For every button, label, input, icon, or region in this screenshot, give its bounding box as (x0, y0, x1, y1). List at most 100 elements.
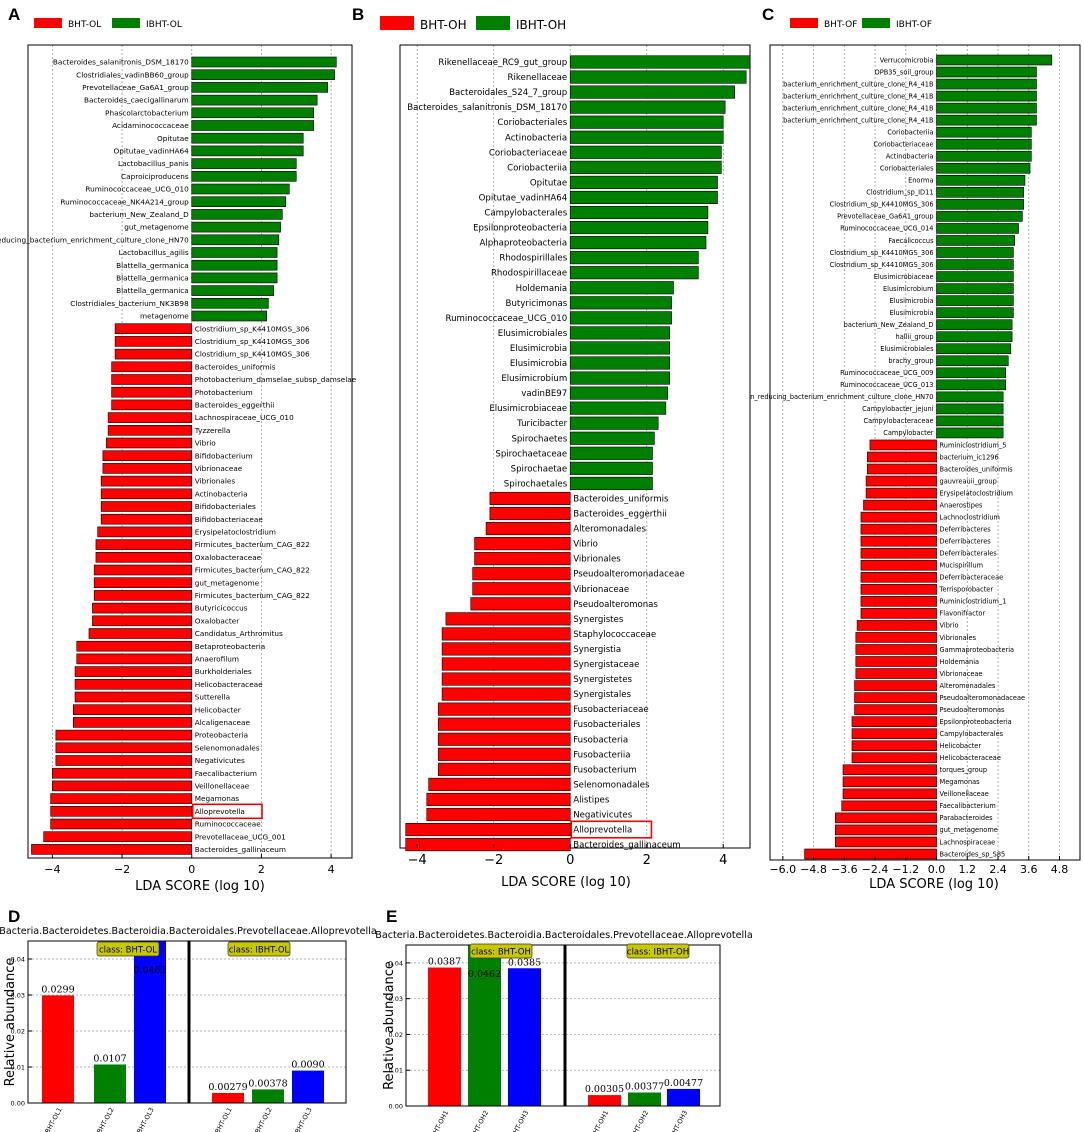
lda-bar (93, 564, 193, 576)
bar-label: Candidatus_Arthromitus (195, 629, 283, 638)
lda-bar (936, 247, 1014, 258)
lda-bar (472, 567, 571, 581)
bar-label: Elusimicrobia (890, 297, 934, 305)
bar-label: Synergistia (573, 645, 621, 655)
abundance-bar (94, 1064, 126, 1103)
bar-label: Vibrio (573, 540, 598, 550)
bar-label: Gammaproteobacteria (940, 646, 1015, 654)
x-tick-label: 0 (188, 863, 195, 876)
lda-bar (428, 777, 571, 791)
legend-swatch (790, 18, 818, 28)
lda-bar (936, 54, 1053, 66)
lda-bar (936, 319, 1013, 330)
lda-bar (835, 812, 937, 824)
lda-bar (569, 190, 718, 204)
bar-label: brachy_group (888, 357, 933, 365)
lda-bar (569, 221, 709, 235)
lda-bar (111, 386, 193, 398)
bar-label: bacterium_enrichment_culture_clone_R4_41… (783, 104, 934, 112)
lda-bar (936, 283, 1014, 294)
bar-label: Ruminiclostridium_5 (940, 441, 1007, 449)
bar-label: Bacteroides_eggerthii (573, 510, 667, 520)
lda-bar (936, 235, 1015, 246)
bar-label: Campylobacter (883, 429, 934, 437)
lda-bar (936, 415, 1004, 427)
bar-label: Ruminococcaceae_UCG_013 (840, 381, 933, 389)
lda-bar (191, 183, 290, 195)
lda-bar (441, 642, 571, 656)
bar-label: Bacteroides_uniformis (195, 362, 276, 371)
bar-label: Fusobacteriia (573, 750, 630, 760)
bar-label: Helicobacteraceae (195, 680, 263, 689)
lda-bar (855, 668, 937, 679)
panel-c-lda-chart: C BHT-OF IBHT-OF Verrucomicrobia OPB35_soil_… (750, 5, 1081, 892)
bar-label: Proteobacteria (195, 731, 248, 740)
lda-bar (102, 450, 193, 462)
bar-label: OPB35_soil_group (875, 68, 934, 76)
bar-label: Bacteroides_sp_S85 (940, 850, 1006, 858)
lda-bar (569, 386, 669, 400)
x-tick-label: 0.0 (928, 863, 946, 876)
bar-label: Vibrionales (573, 555, 621, 565)
lda-bar (841, 800, 937, 812)
lda-bar (191, 297, 269, 309)
lda-bar (437, 717, 571, 731)
abundance-bar (428, 967, 461, 1106)
bar-label: Helicobacteraceae (940, 754, 1001, 762)
bar-label: Ruminococcaceae_UCG_014 (840, 225, 933, 233)
bar-label: Clostridiales_vadinBB60_group (76, 70, 189, 79)
category-label: BHT-OH3 (509, 1109, 530, 1132)
legend-swatch (862, 18, 890, 28)
lda-bar (445, 612, 571, 626)
lda-bar (569, 341, 670, 355)
lda-bar (936, 379, 1007, 391)
abundance-bar (508, 968, 541, 1106)
bar-label: Actinobacteria (886, 153, 934, 161)
x-tick-label: 4 (719, 853, 727, 868)
bar-label: Alloprevotella (573, 826, 632, 836)
y-tick-label: 0.00 (11, 1100, 25, 1108)
lda-bar (569, 130, 724, 144)
bar-label: Opitutae (530, 178, 567, 188)
x-tick-label: 1.2 (959, 863, 977, 876)
lda-bar (191, 69, 335, 80)
bar-label: Clostridium_sp_K4410MGS_306 (195, 350, 310, 359)
lda-bar (569, 461, 653, 475)
lda-bar (50, 818, 193, 830)
lda-bar (936, 114, 1037, 126)
lda-bar (74, 691, 193, 703)
bar-label: Epsilonproteobacteria (473, 224, 567, 234)
value-label: 0.00378 (248, 1078, 287, 1089)
bar-label: torques_group (940, 766, 988, 774)
lda-bar (55, 729, 193, 741)
y-tick-label: 0.00 (389, 1103, 403, 1111)
x-tick-label: 4.8 (1051, 863, 1069, 876)
lda-bar (191, 272, 278, 284)
bar-label: Pseudoalteromonas (940, 706, 1006, 714)
lda-bar (107, 412, 193, 423)
bar-label: Spirochaetes (511, 434, 567, 444)
bar-label: Synergistales (573, 690, 631, 700)
category-label: BHT-OH1 (429, 1109, 450, 1132)
lda-bar (851, 716, 937, 727)
lda-bar (111, 374, 193, 385)
bar-label: Staphylococcaceae (573, 630, 656, 640)
bar-label: Alphaproteobacteria (480, 239, 568, 249)
bar-label: Mucispirillum (940, 562, 984, 570)
lda-bar (114, 336, 193, 347)
bar-label: Holdemania (940, 658, 980, 666)
y-tick-label: 0.01 (389, 1067, 403, 1075)
bar-label: Campylobacteraceae (863, 417, 933, 425)
bar-label: Veillonellaceae (940, 790, 989, 798)
x-tick-label: 2.4 (989, 863, 1007, 876)
category-label: BHT-OL3 (135, 1106, 155, 1132)
lda-bar (489, 506, 571, 521)
bar-label: Lactobacillus_agilis (119, 248, 189, 257)
lda-bar (191, 120, 314, 131)
legend-label: BHT-OF (824, 20, 857, 30)
abundance-bar (628, 1092, 661, 1106)
bar-label: Lactobacillus_panis (118, 159, 189, 168)
bar-label: Firmicutes_bacterium_CAG_822 (195, 540, 310, 549)
bar-label: Lachnospiraceae (940, 838, 996, 846)
lda-bar (855, 656, 937, 667)
